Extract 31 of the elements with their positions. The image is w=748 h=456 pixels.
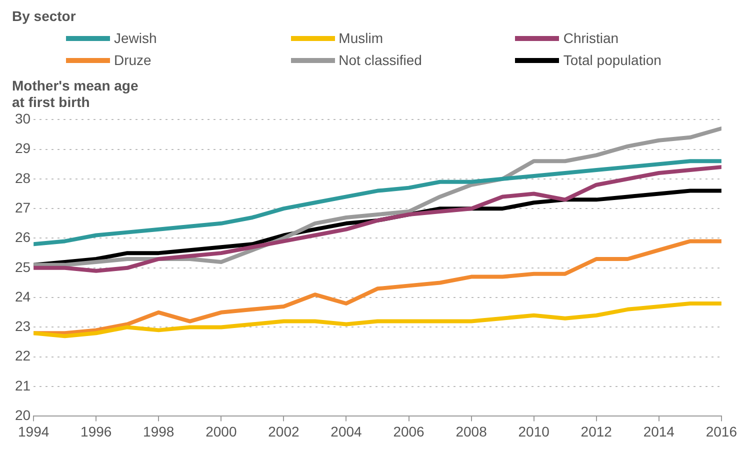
x-tick-label: 1998 (143, 423, 174, 440)
x-tick-label: 2000 (206, 423, 237, 440)
chart-title: By sector (11, 8, 77, 24)
x-tick-label: 1994 (18, 423, 50, 440)
legend-label: Jewish (114, 30, 157, 46)
legend-label: Muslim (338, 30, 383, 46)
y-tick-label: 21 (14, 377, 31, 394)
y-tick-label: 24 (14, 288, 31, 304)
y-tick-label: 29 (14, 140, 31, 156)
x-tick-label: 1996 (80, 423, 112, 440)
y-tick-label: 20 (14, 407, 31, 424)
legend-label: Total population (563, 52, 662, 68)
legend-label: Not classified (338, 52, 422, 68)
x-tick-label: 2004 (330, 423, 362, 440)
x-tick-label: 2012 (580, 423, 612, 440)
x-tick-label: 2016 (706, 423, 738, 440)
x-tick-label: 2014 (643, 423, 675, 440)
x-tick-label: 2002 (268, 423, 300, 440)
y-tick-label: 23 (14, 318, 31, 334)
y-tick-label: 22 (14, 348, 31, 364)
y-tick-label: 28 (14, 170, 31, 186)
y-axis-title: Mother's mean age at first birth (12, 77, 138, 110)
y-tick-label: 27 (14, 199, 31, 216)
legend-label: Druze (114, 52, 152, 68)
x-tick-label: 2008 (456, 423, 488, 440)
y-tick-label: 30 (14, 110, 31, 126)
y-tick-label: 25 (14, 258, 31, 275)
legend-label: Christian (563, 30, 619, 46)
y-tick-label: 26 (14, 229, 31, 246)
x-tick-label: 2010 (518, 423, 550, 440)
x-tick-label: 2006 (393, 423, 425, 440)
